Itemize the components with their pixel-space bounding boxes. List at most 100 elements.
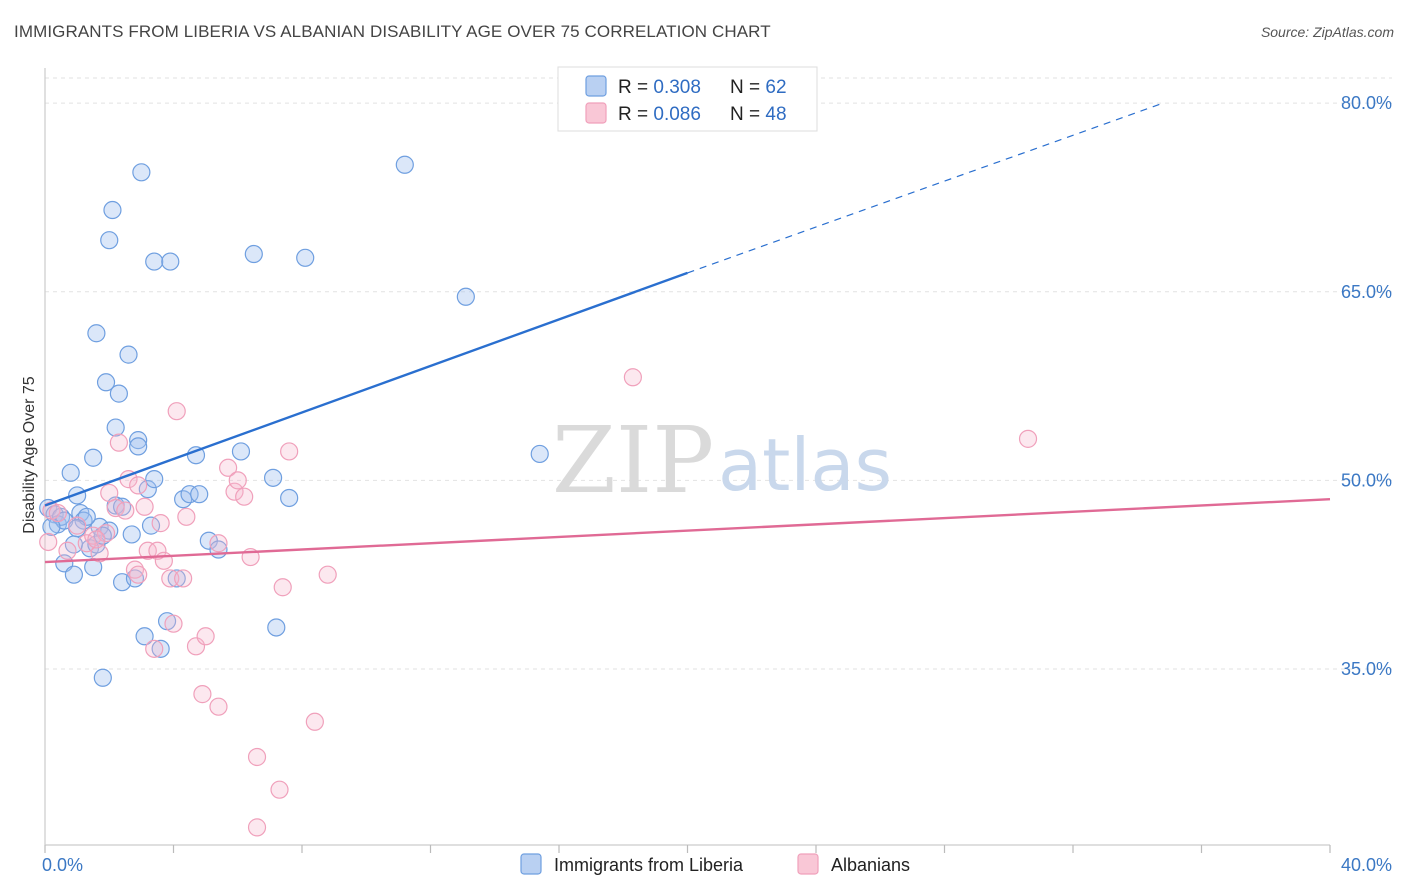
albanians-point-41 [305,712,324,731]
y-axis-label: Disability Age Over 75 [21,376,38,534]
albanians-point-30 [209,697,228,716]
albanians-point-17 [138,541,157,560]
albanians-point-15 [129,565,148,584]
albanians-point-44 [1018,429,1038,448]
legend-albanians-r-value: 0.086 [653,104,701,125]
albanians-point-0 [39,532,58,552]
series-albanians-points [39,368,1038,837]
liberia-point-39 [161,252,180,271]
albanians-point-14 [125,560,145,579]
liberia-point-55 [530,444,549,464]
legend-swatch-liberia-bottom [520,853,542,875]
watermark-zip: ZIP [552,407,714,514]
liberia-point-35 [145,252,164,271]
legend-row-albanians: R = 0.086 N = 48 [618,104,787,125]
liberia-point-18 [96,373,116,392]
liberia-point-43 [186,446,206,465]
albanians-point-9 [100,483,119,503]
albanians-point-19 [148,541,167,560]
albanians-point-43 [623,368,642,387]
y-tick-label-1: 50.0% [1341,470,1392,490]
albanians-point-29 [196,627,215,646]
legend-liberia-n-label: N = [730,77,765,98]
watermark-atlas: atlas [718,423,892,507]
albanians-point-5 [77,534,96,553]
liberia-point-6 [61,463,80,482]
liberia-point-17 [93,668,112,687]
albanians-point-28 [193,685,212,704]
trend-line-albanians [44,498,1331,564]
liberia-point-31 [132,163,151,182]
y-tick-label-3: 80.0% [1341,93,1392,113]
liberia-point-21 [106,418,125,437]
liberia-point-47 [231,442,251,461]
albanians-point-25 [174,569,193,588]
trend-lines [44,102,1331,564]
albanians-point-45 [87,530,106,549]
legend-albanians-n-value: 48 [765,104,786,125]
liberia-point-52 [296,248,315,267]
albanians-point-47 [209,534,228,553]
albanians-point-20 [151,514,170,533]
albanians-point-11 [109,433,128,452]
albanians-point-12 [116,501,135,520]
albanians-point-40 [280,442,299,461]
albanians-point-7 [90,544,109,563]
albanians-point-42 [318,565,337,584]
liberia-point-29 [129,431,148,450]
stats-legend: R = 0.308 N = 62 R = 0.086 N = 48 [557,66,818,132]
axes [44,68,1331,853]
liberia-point-44 [190,485,209,504]
albanians-point-33 [228,471,247,490]
legend-liberia-r-label: R = [618,77,653,98]
liberia-point-53 [395,155,414,174]
liberia-point-15 [87,324,106,343]
trend-line-liberia [44,271,688,507]
liberia-point-19 [100,231,119,250]
liberia-point-36 [145,470,164,489]
legend-liberia-r-value: 0.308 [653,77,701,98]
albanians-point-36 [247,747,267,767]
liberia-point-48 [244,244,263,264]
trend-line-liberia-extension [687,102,1164,274]
liberia-point-33 [138,480,157,499]
legend-liberia-n-value: 62 [765,77,786,98]
series-liberia-points [39,155,549,687]
legend-row-liberia: R = 0.308 N = 62 [618,77,787,98]
liberia-point-54 [456,287,475,306]
legend-label-liberia: Immigrants from Liberia [554,855,744,875]
liberia-point-26 [119,345,138,364]
legend-label-albanians: Albanians [831,855,910,875]
albanians-point-39 [273,578,292,597]
source-credit: Source: ZipAtlas.com [1260,24,1394,40]
albanians-point-3 [58,541,77,560]
liberia-point-50 [267,618,286,637]
chart-title: IMMIGRANTS FROM LIBERIA VS ALBANIAN DISA… [14,22,771,41]
albanians-point-23 [164,614,183,633]
albanians-point-22 [161,569,180,588]
liberia-point-51 [280,488,299,508]
albanians-point-32 [225,482,244,501]
albanians-point-8 [96,524,116,543]
albanians-point-4 [68,516,87,535]
albanians-point-2 [48,503,67,523]
albanians-point-18 [145,639,164,658]
watermark: ZIP atlas [552,407,892,514]
y-tick-label-2: 65.0% [1341,282,1392,302]
albanians-point-37 [247,818,267,837]
liberia-point-27 [122,525,141,544]
albanians-point-26 [177,507,196,526]
legend-swatch-albanians [585,102,607,124]
liberia-point-12 [84,448,103,467]
x-tick-label-0: 0.0% [42,855,83,875]
liberia-point-40 [167,569,186,588]
liberia-point-57 [64,565,84,584]
y-tick-label-0: 35.0% [1341,659,1392,679]
liberia-point-20 [103,200,122,220]
liberia-point-30 [129,437,148,456]
albanians-point-38 [270,780,289,799]
liberia-point-42 [180,485,199,504]
liberia-point-49 [263,468,283,487]
albanians-point-24 [167,402,186,421]
legend-albanians-r-label: R = [618,104,653,125]
